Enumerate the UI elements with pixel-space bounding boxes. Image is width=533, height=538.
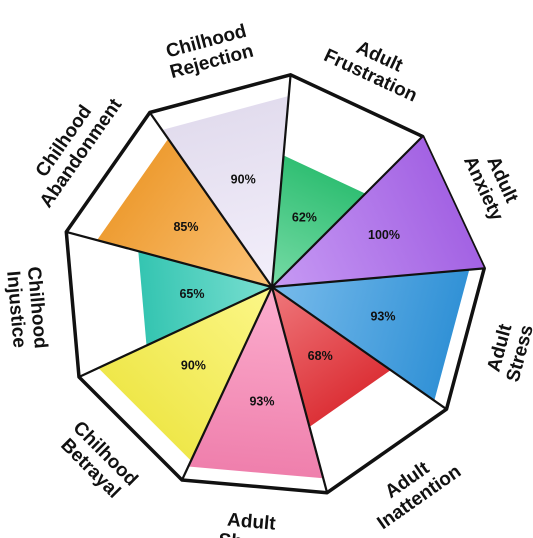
value-label: 85% xyxy=(173,220,198,234)
spoke xyxy=(270,286,329,493)
value-label: 65% xyxy=(179,287,204,301)
category-label: AdultShame xyxy=(218,509,284,538)
value-label-layer: 85% 90% 62% 100% 93% 68% 93% 90% 65% xyxy=(173,173,400,409)
spoke xyxy=(181,286,273,481)
spoke xyxy=(270,74,292,288)
category-label: ChilhoodRejection xyxy=(162,20,255,83)
spoke xyxy=(271,286,448,411)
category-label: ChilhoodInjustice xyxy=(2,266,51,352)
wedge-adult-stress xyxy=(272,269,470,401)
value-label: 93% xyxy=(370,310,395,324)
wedge-adult-inattention xyxy=(272,287,391,427)
value-label: 100% xyxy=(368,228,400,242)
spoke xyxy=(271,135,424,288)
wedge-chilhood-betrayal xyxy=(98,287,272,461)
spoke xyxy=(148,111,273,288)
value-label: 62% xyxy=(292,211,317,225)
category-label: ChilhoodBetrayal xyxy=(54,417,142,505)
spoke xyxy=(78,286,273,378)
wedge-adult-anxiety xyxy=(272,136,485,287)
value-label: 68% xyxy=(308,349,333,363)
category-label: AdultAnxiety xyxy=(459,144,526,224)
value-label: 93% xyxy=(249,395,274,409)
wedge-adult-frustration xyxy=(272,155,366,287)
wedge-chilhood-abandonment xyxy=(97,138,272,287)
value-label: 90% xyxy=(181,359,206,373)
wedge-layer xyxy=(97,96,485,479)
category-label: AdultStress xyxy=(482,317,533,384)
wedge-adult-shame xyxy=(188,287,324,479)
wedge-chilhood-rejection xyxy=(162,96,289,287)
spoke xyxy=(66,230,273,289)
wedge-chilhood-injustice xyxy=(138,251,272,346)
value-label: 90% xyxy=(231,173,256,187)
spoke xyxy=(271,267,485,289)
spoke-layer xyxy=(66,74,485,493)
